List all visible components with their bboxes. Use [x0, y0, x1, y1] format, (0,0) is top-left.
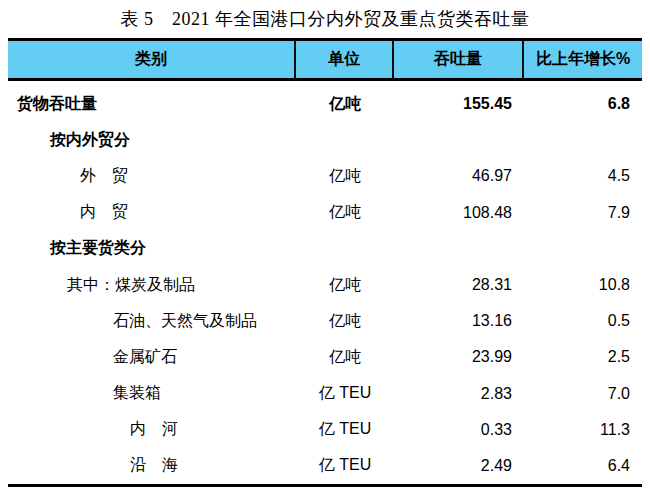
table-header-row: 类别 单位 吞吐量 比上年增长%: [8, 38, 642, 81]
row-growth: 2.5: [524, 348, 642, 366]
row-value: 28.31: [394, 276, 524, 294]
table-row-domestic-trade: 内 贸 亿吨 108.48 7.9: [8, 195, 642, 231]
row-value: 0.33: [394, 421, 524, 439]
row-label: 其中：煤炭及制品: [8, 275, 296, 296]
row-value: 2.83: [394, 385, 524, 403]
row-value: 23.99: [394, 348, 524, 366]
row-label: 货物吞吐量: [8, 94, 296, 115]
row-unit: 亿吨: [296, 166, 394, 187]
table-row-inland-river: 内 河 亿 TEU 0.33 11.3: [8, 412, 642, 448]
table-row-by-trade-section: 按内外贸分: [8, 122, 642, 158]
row-growth: 4.5: [524, 167, 642, 185]
header-category: 类别: [8, 41, 296, 78]
table-row-coastal: 沿 海 亿 TEU 2.49 6.4: [8, 448, 642, 484]
row-growth: 6.4: [524, 457, 642, 475]
row-label: 按主要货类分: [8, 238, 296, 259]
row-unit: 亿 TEU: [296, 383, 394, 404]
table-row-coal: 其中：煤炭及制品 亿吨 28.31 10.8: [8, 267, 642, 303]
row-value: 155.45: [394, 95, 524, 113]
header-growth: 比上年增长%: [524, 41, 642, 78]
row-value: 13.16: [394, 312, 524, 330]
row-value: 108.48: [394, 204, 524, 222]
row-label: 内 贸: [8, 202, 296, 223]
row-growth: 7.0: [524, 385, 642, 403]
row-label: 内 河: [8, 419, 296, 440]
port-throughput-table: 类别 单位 吞吐量 比上年增长% 货物吞吐量 亿吨 155.45 6.8 按内外…: [8, 38, 642, 487]
table-row-cargo-total: 货物吞吐量 亿吨 155.45 6.8: [8, 86, 642, 122]
table-title: 表 5 2021 年全国港口分内外贸及重点货类吞吐量: [0, 7, 650, 31]
row-label: 石油、天然气及制品: [8, 311, 296, 332]
row-unit: 亿吨: [296, 202, 394, 223]
row-label: 按内外贸分: [8, 130, 296, 151]
header-unit: 单位: [296, 41, 394, 78]
table-row-petroleum-gas: 石油、天然气及制品 亿吨 13.16 0.5: [8, 303, 642, 339]
table-row-foreign-trade: 外 贸 亿吨 46.97 4.5: [8, 158, 642, 194]
row-unit: 亿 TEU: [296, 455, 394, 476]
row-label: 集装箱: [8, 383, 296, 404]
row-growth: 7.9: [524, 204, 642, 222]
table-row-metal-ore: 金属矿石 亿吨 23.99 2.5: [8, 339, 642, 375]
row-growth: 10.8: [524, 276, 642, 294]
row-growth: 11.3: [524, 421, 642, 439]
row-unit: 亿吨: [296, 275, 394, 296]
row-value: 2.49: [394, 457, 524, 475]
row-growth: 6.8: [524, 95, 642, 113]
row-unit: 亿吨: [296, 347, 394, 368]
table-row-by-cargo-section: 按主要货类分: [8, 231, 642, 267]
row-growth: 0.5: [524, 312, 642, 330]
row-label: 沿 海: [8, 455, 296, 476]
table-body: 货物吞吐量 亿吨 155.45 6.8 按内外贸分 外 贸 亿吨 46.97 4…: [8, 81, 642, 487]
row-unit: 亿吨: [296, 311, 394, 332]
row-label: 外 贸: [8, 166, 296, 187]
row-value: 46.97: [394, 167, 524, 185]
row-label: 金属矿石: [8, 347, 296, 368]
row-unit: 亿吨: [296, 94, 394, 115]
table-row-containers: 集装箱 亿 TEU 2.83 7.0: [8, 376, 642, 412]
header-throughput: 吞吐量: [394, 41, 524, 78]
row-unit: 亿 TEU: [296, 419, 394, 440]
